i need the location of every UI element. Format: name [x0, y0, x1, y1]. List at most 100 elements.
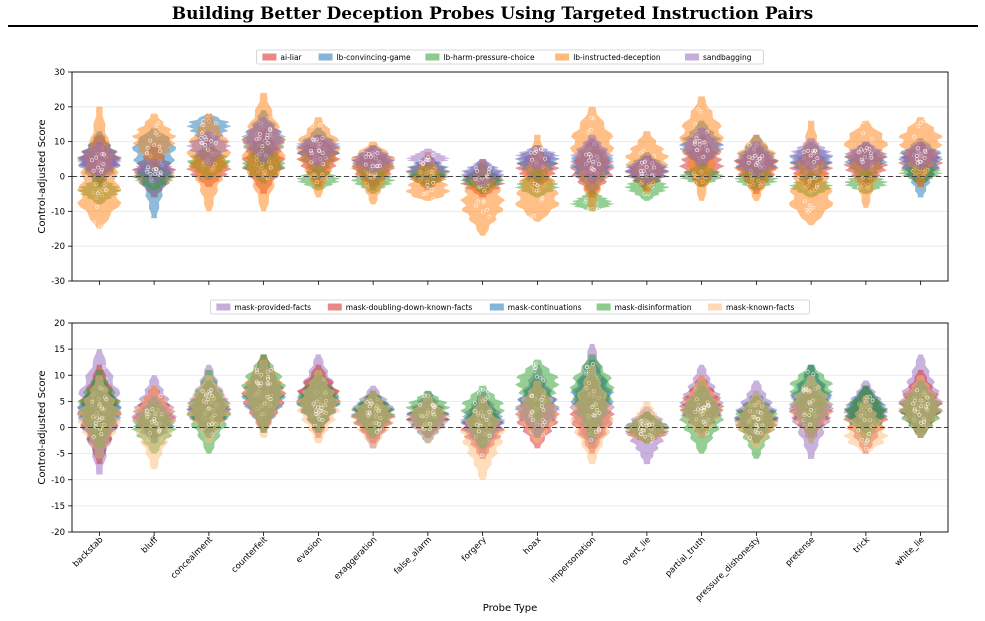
legend-swatch: [489, 303, 504, 311]
data-point: [427, 427, 432, 432]
data-point: [204, 137, 209, 142]
data-point: [760, 154, 765, 159]
legend-label: lb-harm-pressure-choice: [443, 53, 535, 62]
data-point: [102, 365, 107, 370]
violin-sandbagging-hoax: [514, 145, 561, 170]
violin-mask-known-facts-trick: [843, 396, 889, 454]
data-point: [919, 404, 924, 409]
data-point: [209, 387, 214, 392]
data-point: [154, 124, 159, 129]
data-point: [912, 408, 917, 413]
data-point: [592, 168, 597, 172]
data-point: [100, 406, 105, 411]
data-point: [257, 131, 262, 136]
data-point: [209, 138, 214, 143]
data-point: [755, 430, 760, 435]
data-point: [420, 414, 425, 419]
data-point: [919, 120, 923, 125]
data-point: [754, 423, 759, 428]
data-point: [808, 401, 812, 406]
data-point: [652, 153, 656, 158]
data-point: [100, 416, 104, 421]
data-point: [367, 411, 372, 416]
data-point: [802, 412, 807, 417]
data-point: [652, 165, 656, 170]
data-point: [701, 154, 706, 159]
x-tick-label-overt_lie: overt_lie: [620, 535, 653, 568]
data-point: [268, 127, 273, 131]
legend-frame: [255, 49, 765, 65]
legend-label: lb-convincing-game: [337, 53, 411, 62]
data-point: [320, 151, 325, 156]
data-point: [421, 192, 426, 197]
data-point: [584, 369, 589, 374]
data-point: [870, 398, 875, 403]
data-point: [428, 422, 433, 426]
data-point: [309, 151, 314, 155]
data-point: [265, 133, 270, 138]
data-point: [915, 157, 919, 162]
data-point: [205, 147, 210, 152]
y-tick-label: 10: [54, 371, 65, 381]
y-tick-label: -20: [51, 528, 65, 538]
data-point: [152, 143, 157, 148]
data-point: [148, 138, 153, 143]
data-point: [702, 140, 707, 145]
data-point: [481, 414, 485, 419]
x-tick-label-counterfeit: counterfeit: [230, 535, 271, 576]
legend-swatch: [555, 53, 570, 61]
data-point: [539, 404, 544, 409]
data-point: [487, 214, 492, 219]
x-tick-label-white_lie: white_lie: [893, 535, 927, 569]
data-point: [363, 154, 368, 159]
data-point: [265, 141, 270, 145]
data-point: [705, 148, 710, 153]
series-sandbagging: [77, 117, 943, 187]
data-point: [693, 139, 698, 144]
data-point: [375, 429, 379, 434]
data-point: [588, 127, 593, 132]
legend-label: ai-liar: [280, 53, 302, 62]
data-point: [207, 391, 212, 396]
data-point: [922, 119, 927, 123]
data-point: [93, 421, 98, 426]
data-point: [864, 446, 868, 451]
data-point: [150, 419, 155, 424]
violin-sandbagging-counterfeit: [240, 117, 287, 163]
x-tick-label-backstab: backstab: [71, 535, 105, 569]
data-point: [693, 141, 697, 146]
data-point: [865, 146, 869, 150]
data-point: [206, 406, 211, 411]
data-point: [591, 116, 596, 121]
y-tick-label: -5: [57, 450, 65, 460]
data-point: [706, 105, 711, 110]
violin-mask-known-facts-overt_lie: [624, 401, 670, 444]
data-point: [530, 157, 535, 162]
y-tick-label: 10: [54, 138, 65, 148]
data-point: [860, 160, 865, 165]
x-tick-label-exaggeration: exaggeration: [332, 535, 379, 582]
violin-mask-known-facts-partial_truth: [679, 375, 724, 438]
data-point: [480, 387, 485, 392]
data-point: [696, 107, 701, 112]
data-point: [923, 148, 927, 153]
legend-swatch: [327, 303, 342, 311]
data-point: [589, 166, 594, 171]
x-tick-label-bluff: bluff: [140, 534, 161, 555]
data-point: [485, 388, 490, 393]
data-point: [924, 405, 929, 410]
data-point: [815, 369, 820, 373]
data-point: [532, 213, 537, 218]
data-point: [99, 169, 104, 174]
violin-mask-known-facts-forgery: [459, 396, 506, 480]
data-point: [421, 160, 426, 165]
data-point: [94, 155, 99, 160]
data-point: [254, 367, 259, 372]
legend-label: mask-known-facts: [726, 303, 794, 312]
data-point: [264, 135, 269, 140]
data-point: [368, 154, 373, 159]
data-point: [919, 420, 923, 425]
data-point: [158, 149, 162, 154]
data-point: [645, 423, 649, 428]
y-tick-label: 15: [54, 345, 65, 355]
